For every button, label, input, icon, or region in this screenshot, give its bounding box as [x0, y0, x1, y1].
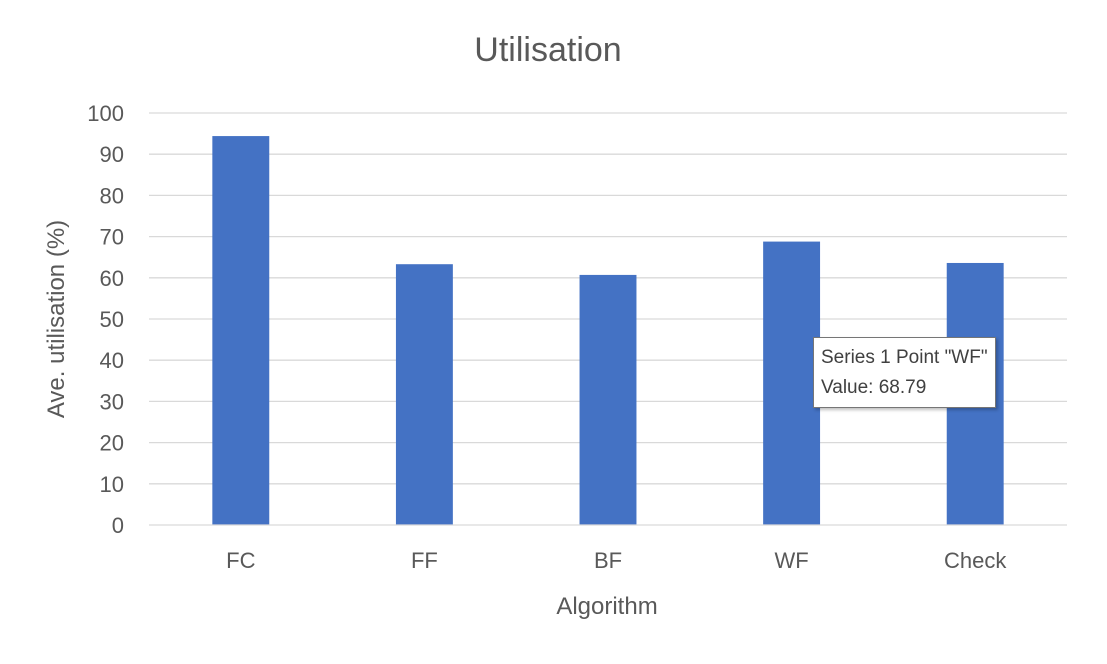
bar-ff[interactable] [395, 264, 453, 525]
x-axis-ticks: FC FF BF WF Check [226, 548, 1007, 573]
x-tick-label: FF [411, 548, 438, 573]
y-axis-ticks: 0 10 20 30 40 50 60 70 80 90 100 [87, 101, 124, 538]
y-tick-label: 100 [87, 101, 124, 126]
tooltip-series-point: Series 1 Point "WF" [821, 347, 988, 368]
y-tick-label: 0 [112, 513, 124, 538]
tooltip-value: Value: 68.79 [821, 377, 927, 398]
y-tick-label: 70 [100, 225, 124, 250]
y-tick-label: 80 [100, 183, 124, 208]
x-tick-label: BF [594, 548, 622, 573]
x-tick-label: Check [944, 548, 1007, 573]
chart-title: Utilisation [474, 31, 621, 69]
y-tick-label: 40 [100, 348, 124, 373]
y-tick-label: 30 [100, 389, 124, 414]
x-axis-title: Algorithm [556, 593, 657, 620]
bar-wf[interactable] [763, 241, 821, 525]
bars [212, 136, 1004, 525]
y-tick-label: 10 [100, 472, 124, 497]
y-tick-label: 20 [100, 431, 124, 456]
x-tick-label: FC [226, 548, 255, 573]
bar-fc[interactable] [212, 136, 270, 525]
y-tick-label: 50 [100, 307, 124, 332]
y-tick-label: 60 [100, 266, 124, 291]
bar-bf[interactable] [579, 274, 637, 525]
y-axis-title: Ave. utilisation (%) [43, 220, 70, 418]
x-tick-label: WF [774, 548, 808, 573]
y-tick-label: 90 [100, 142, 124, 167]
data-point-tooltip: Series 1 Point "WF" Value: 68.79 [813, 337, 996, 408]
